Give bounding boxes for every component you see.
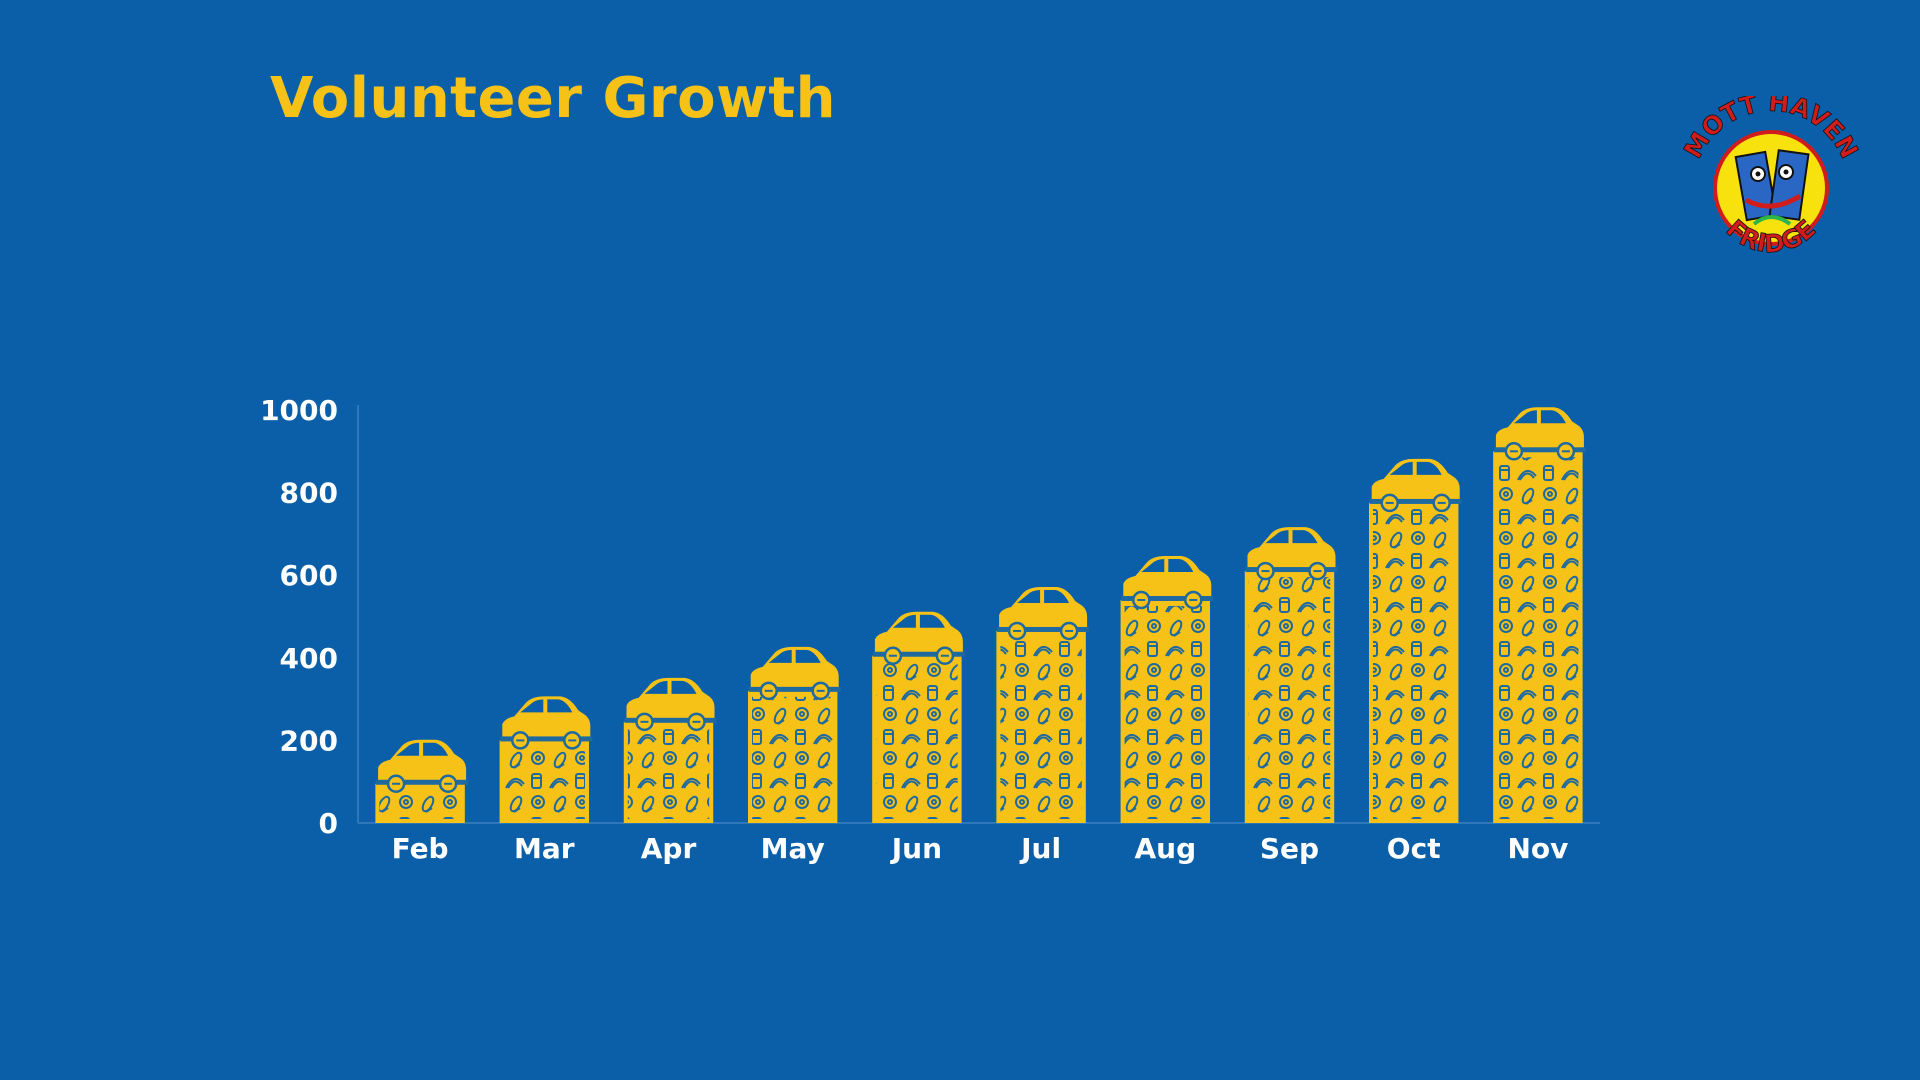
car-icon xyxy=(1492,406,1588,461)
page-title: Volunteer Growth xyxy=(270,66,836,131)
car-icon xyxy=(1368,457,1463,513)
y-tick-labels: 0 200 400 600 800 1000 xyxy=(260,394,338,840)
car-icon xyxy=(871,610,967,665)
x-tick-label-mar: Mar xyxy=(514,832,575,865)
bar-food-pattern xyxy=(876,661,958,819)
bar-food-pattern xyxy=(379,789,461,819)
x-tick-label-apr: Apr xyxy=(641,832,697,865)
bar-food-pattern xyxy=(627,727,710,819)
x-tick-label-aug: Aug xyxy=(1134,832,1196,865)
y-tick-label: 200 xyxy=(280,724,338,757)
car-icon xyxy=(1120,554,1215,610)
x-tick-label-may: May xyxy=(761,832,825,865)
car-icon xyxy=(623,676,718,732)
bar-food-pattern xyxy=(1248,577,1331,819)
bars xyxy=(374,406,1588,823)
bar-food-pattern xyxy=(503,746,586,819)
mott-haven-fridge-logo: MOTT HAVEN FRIDGE xyxy=(1678,96,1864,259)
x-tick-label-feb: Feb xyxy=(392,832,449,865)
car-icon xyxy=(747,645,842,701)
x-tick-label-jun: Jun xyxy=(890,832,942,865)
bar-food-pattern xyxy=(1497,457,1579,819)
x-tick-label-nov: Nov xyxy=(1507,832,1568,865)
x-tick-label-sep: Sep xyxy=(1260,832,1319,865)
y-tick-label: 0 xyxy=(319,807,338,840)
car-icon xyxy=(995,585,1091,641)
car-icon xyxy=(1244,525,1339,581)
x-tick-label-oct: Oct xyxy=(1387,832,1441,865)
y-tick-label: 800 xyxy=(280,477,338,510)
y-tick-label: 600 xyxy=(280,559,338,592)
x-tick-label-jul: Jul xyxy=(1019,832,1061,865)
bar-food-pattern xyxy=(751,696,834,819)
bar-food-pattern xyxy=(1000,636,1082,819)
bar-food-pattern xyxy=(1124,605,1207,819)
car-icon xyxy=(499,695,594,750)
bar-food-pattern xyxy=(1372,508,1455,819)
y-tick-label: 1000 xyxy=(260,394,338,427)
car-icon xyxy=(374,738,470,794)
x-tick-labels: Feb Mar Apr May Jun Jul Aug Sep Oct Nov xyxy=(392,832,1569,865)
y-tick-label: 400 xyxy=(280,642,338,675)
